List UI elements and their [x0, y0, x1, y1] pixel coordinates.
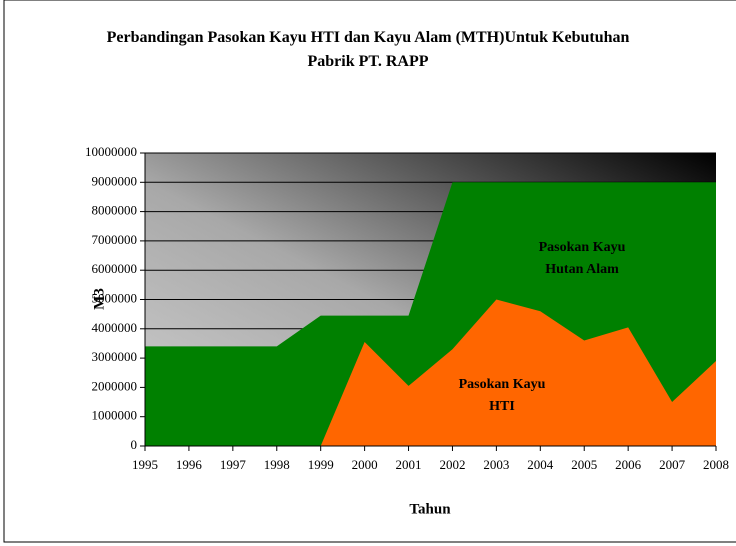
x-tick-label: 1998: [264, 457, 290, 472]
y-tick-label: 1000000: [92, 408, 138, 423]
series-annotation: Pasokan Kayu HTI: [458, 377, 546, 414]
y-tick-label: 3000000: [92, 349, 138, 364]
x-tick-label: 2001: [396, 457, 422, 472]
y-tick-label: 8000000: [92, 203, 138, 218]
x-tick-label: 2007: [659, 457, 686, 472]
x-tick-label: 2004: [527, 457, 554, 472]
x-tick-label: 2008: [703, 457, 729, 472]
y-tick-label: 7000000: [92, 232, 138, 247]
y-tick-label: 10000000: [85, 144, 137, 159]
y-tick-label: 2000000: [92, 378, 138, 393]
x-tick-label: 1997: [220, 457, 247, 472]
x-tick-label: 1996: [176, 457, 203, 472]
x-tick-label: 2006: [615, 457, 642, 472]
x-axis-label: Tahun: [409, 501, 451, 517]
plot-area: 0 1000000 2000000 3000000 4000000 5000000 6000…: [85, 144, 729, 472]
x-tick-label: 1999: [308, 457, 334, 472]
x-tick-label: 2005: [571, 457, 597, 472]
x-tick-label: 1995: [132, 457, 158, 472]
x-tick-label: 2003: [483, 457, 509, 472]
x-tick-label: 2002: [439, 457, 465, 472]
y-axis-label: M3: [91, 288, 107, 310]
y-tick-label: 0: [131, 437, 138, 452]
chart-title: Perbandingan Pasokan Kayu HTI dan Kayu A…: [106, 29, 630, 70]
x-tick-label: 2000: [352, 457, 378, 472]
area: [145, 299, 716, 446]
y-tick-label: 5000000: [92, 290, 138, 305]
y-tick-label: 9000000: [92, 173, 138, 188]
series-annotation: Pasokan Kayu Hutan Alam: [538, 240, 626, 277]
y-tick-label: 6000000: [92, 261, 138, 276]
chart-border: [3, 0, 736, 543]
y-tick-label: 4000000: [92, 320, 138, 335]
